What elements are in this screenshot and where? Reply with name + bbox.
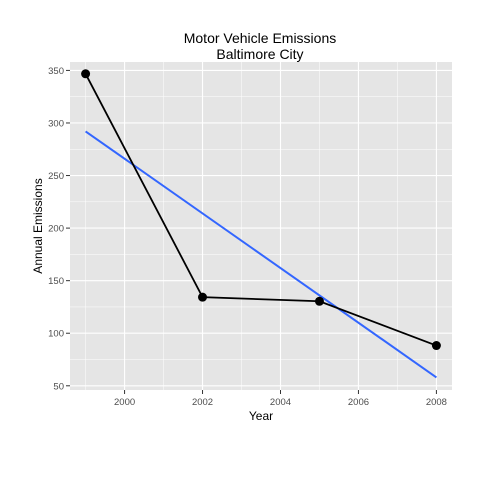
x-tick-label: 2008	[426, 397, 447, 408]
x-tick-label: 2006	[348, 397, 369, 408]
trend-line-layer	[85, 130, 437, 379]
y-tick-label: 200	[48, 224, 64, 235]
series-layer	[81, 69, 441, 351]
y-tick-label: 100	[48, 329, 64, 340]
chart-title: Motor Vehicle Emissions	[184, 30, 337, 46]
x-tick-label: 2004	[270, 397, 291, 408]
data-point	[431, 341, 441, 351]
x-tick-label: 2000	[114, 397, 135, 408]
grid	[70, 62, 452, 390]
y-tick-label: 50	[53, 381, 64, 392]
plot-panel	[70, 62, 452, 390]
series-line	[84, 73, 437, 347]
y-tick-label: 300	[48, 118, 64, 129]
data-point	[314, 296, 324, 306]
y-tick-label: 150	[48, 276, 64, 287]
data-point	[198, 292, 208, 302]
y-axis-title: Annual Emissions	[31, 178, 45, 273]
trend-line	[85, 130, 437, 379]
data-point	[81, 69, 91, 79]
chart-subtitle: Baltimore City	[216, 46, 303, 62]
y-tick-label: 250	[48, 171, 64, 182]
x-axis-title: Year	[249, 409, 273, 423]
y-tick-label: 350	[48, 66, 64, 77]
tick-layer: 2000 2002 2004 2006 2008 50 100 150 200 250 300 350	[48, 66, 447, 408]
x-tick-label: 2002	[192, 397, 213, 408]
